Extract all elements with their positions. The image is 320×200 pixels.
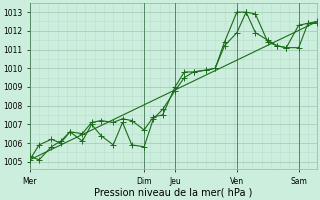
X-axis label: Pression niveau de la mer( hPa ): Pression niveau de la mer( hPa ) <box>94 187 253 197</box>
